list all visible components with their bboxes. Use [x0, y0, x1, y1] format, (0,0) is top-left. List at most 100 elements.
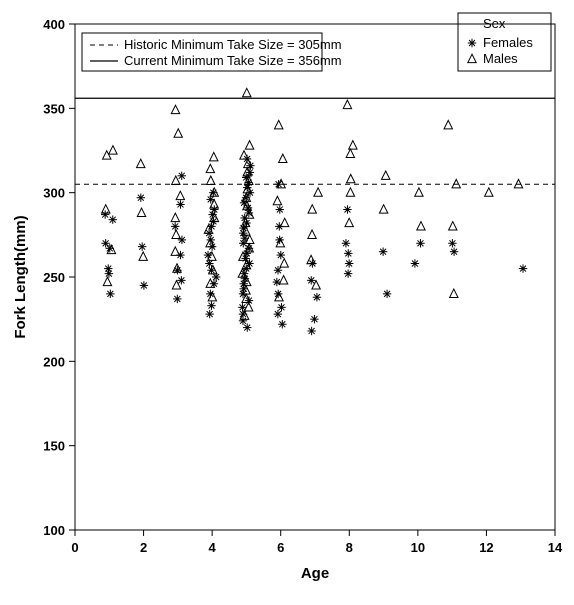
male-point: [381, 171, 389, 179]
male-point: [417, 222, 425, 230]
female-point: [308, 259, 316, 267]
female-point: [109, 215, 117, 223]
male-point: [280, 218, 288, 226]
female-point: [246, 168, 254, 176]
male-point: [109, 146, 117, 154]
male-point: [103, 277, 111, 285]
female-point: [210, 280, 218, 288]
y-tick-label: 100: [43, 523, 65, 538]
female-point: [468, 39, 476, 47]
female-point: [137, 194, 145, 202]
female-point: [239, 290, 247, 298]
female-point: [344, 269, 352, 277]
female-point: [307, 327, 315, 335]
female-point: [138, 242, 146, 250]
male-point: [280, 259, 288, 267]
fork-length-vs-age-chart: 02468101214100150200250300350400AgeFork …: [0, 0, 574, 600]
female-point: [274, 266, 282, 274]
male-point: [444, 120, 452, 128]
male-point: [346, 188, 354, 196]
male-point: [137, 208, 145, 216]
female-point: [243, 323, 251, 331]
female-point: [246, 161, 254, 169]
ref-legend-historic: Historic Minimum Take Size = 305mm: [124, 37, 342, 52]
female-point: [178, 236, 186, 244]
male-point: [449, 222, 457, 230]
ref-legend-current: Current Minimum Take Size = 356mm: [124, 53, 342, 68]
female-point: [278, 320, 286, 328]
male-point: [347, 174, 355, 182]
male-point: [308, 205, 316, 213]
x-tick-label: 0: [71, 540, 78, 555]
female-point: [411, 259, 419, 267]
female-point: [106, 244, 114, 252]
y-tick-label: 150: [43, 439, 65, 454]
female-point: [177, 276, 185, 284]
x-tick-label: 2: [140, 540, 147, 555]
male-point: [210, 152, 218, 160]
sex-legend-female: Females: [483, 35, 533, 50]
y-tick-label: 200: [43, 354, 65, 369]
female-point: [273, 278, 281, 286]
female-point: [342, 239, 350, 247]
x-tick-label: 14: [548, 540, 563, 555]
female-point: [345, 259, 353, 267]
female-point: [307, 276, 315, 284]
female-point: [171, 222, 179, 230]
female-point: [212, 273, 220, 281]
x-tick-label: 10: [411, 540, 425, 555]
y-tick-label: 400: [43, 17, 65, 32]
female-point: [245, 209, 253, 217]
female-point: [173, 295, 181, 303]
male-point: [137, 159, 145, 167]
male-point: [171, 105, 179, 113]
male-point: [314, 188, 322, 196]
female-point: [178, 172, 186, 180]
male-point: [415, 188, 423, 196]
male-point: [209, 265, 217, 273]
male-point: [139, 252, 147, 260]
male-point: [349, 141, 357, 149]
female-point: [208, 210, 216, 218]
female-point: [205, 310, 213, 318]
female-point: [101, 210, 109, 218]
male-point: [514, 179, 522, 187]
female-point: [106, 290, 114, 298]
male-point: [345, 218, 353, 226]
male-point: [450, 289, 458, 297]
female-point: [519, 264, 527, 272]
female-point: [277, 251, 285, 259]
female-point: [140, 281, 148, 289]
female-point: [241, 254, 249, 262]
x-tick-label: 12: [479, 540, 493, 555]
male-point: [452, 179, 460, 187]
y-tick-label: 300: [43, 186, 65, 201]
male-point: [279, 276, 287, 284]
male-point: [308, 230, 316, 238]
male-point: [206, 164, 214, 172]
female-point: [246, 188, 254, 196]
female-point: [176, 251, 184, 259]
female-point: [207, 222, 215, 230]
sex-legend-male: Males: [483, 51, 518, 66]
female-point: [379, 248, 387, 256]
female-point: [275, 222, 283, 230]
male-point: [174, 129, 182, 137]
y-tick-label: 250: [43, 270, 65, 285]
x-tick-label: 6: [277, 540, 284, 555]
female-point: [344, 249, 352, 257]
x-tick-label: 4: [209, 540, 217, 555]
female-point: [204, 251, 212, 259]
female-point: [205, 229, 213, 237]
male-point: [379, 205, 387, 213]
female-point: [274, 310, 282, 318]
female-point: [207, 266, 215, 274]
male-point: [275, 120, 283, 128]
y-tick-label: 350: [43, 101, 65, 116]
female-point: [448, 239, 456, 247]
female-point: [205, 259, 213, 267]
female-point: [275, 236, 283, 244]
female-point: [176, 200, 184, 208]
chart-svg: 02468101214100150200250300350400AgeFork …: [0, 0, 574, 600]
female-point: [208, 242, 216, 250]
